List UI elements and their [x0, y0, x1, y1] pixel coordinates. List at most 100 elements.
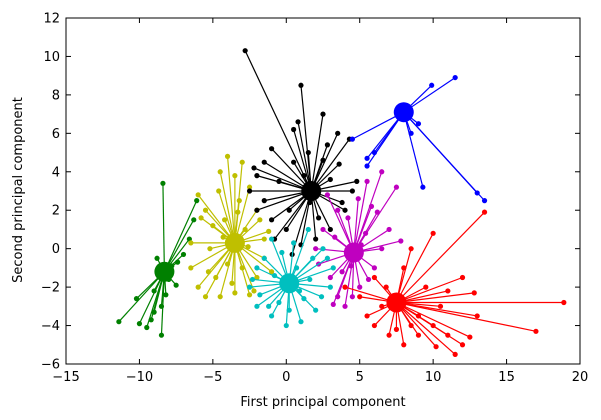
data-point	[357, 284, 363, 290]
cluster-centroid	[224, 232, 245, 253]
data-point	[339, 199, 345, 206]
cluster-link	[396, 292, 475, 304]
data-point	[371, 322, 377, 329]
data-point	[188, 265, 194, 271]
data-point	[254, 207, 260, 213]
data-point	[423, 284, 429, 290]
data-point	[335, 207, 341, 213]
data-point	[474, 313, 480, 319]
data-point	[401, 342, 407, 348]
data-point	[188, 240, 194, 246]
data-point	[379, 303, 385, 309]
data-point	[357, 294, 363, 300]
data-point	[148, 317, 154, 323]
data-point	[327, 284, 333, 290]
y-axis-title: Second principal component	[11, 97, 26, 283]
cluster-link	[403, 77, 456, 113]
data-point	[261, 236, 267, 242]
cluster-link	[297, 121, 312, 192]
data-point	[320, 157, 326, 163]
data-point	[345, 215, 351, 221]
data-point	[342, 207, 348, 213]
data-point	[236, 198, 242, 204]
data-point	[349, 136, 355, 142]
data-point	[251, 288, 257, 294]
data-point	[158, 303, 165, 309]
cluster-centroid	[343, 242, 364, 263]
cluster-centroid	[154, 261, 175, 282]
data-point	[342, 284, 348, 290]
data-point	[198, 215, 204, 221]
x-tick-label: 15	[498, 370, 515, 385]
data-point	[386, 226, 392, 233]
data-point	[415, 313, 422, 319]
data-point	[481, 198, 488, 204]
data-point	[313, 246, 319, 252]
data-point	[348, 263, 354, 269]
data-point	[364, 178, 370, 184]
cluster-link	[244, 50, 312, 192]
data-point	[349, 188, 355, 194]
data-point	[239, 159, 245, 165]
data-point	[433, 344, 439, 350]
data-point	[305, 149, 311, 156]
y-tick-label: 6	[52, 127, 60, 142]
data-point	[471, 290, 477, 296]
data-point	[430, 322, 436, 329]
data-point	[293, 265, 300, 271]
data-point	[202, 294, 209, 300]
data-point	[561, 299, 567, 306]
x-tick-label: 0	[282, 370, 290, 385]
x-tick-label: 5	[356, 370, 364, 385]
data-point	[242, 48, 248, 54]
data-point	[191, 217, 197, 223]
data-point	[342, 303, 348, 309]
cluster-centroid	[279, 273, 300, 294]
data-point	[313, 307, 319, 313]
data-point	[371, 149, 377, 156]
data-point	[210, 223, 216, 229]
cluster-link	[162, 183, 165, 272]
cluster	[242, 48, 360, 258]
data-point	[310, 255, 316, 261]
data-point	[205, 269, 212, 275]
data-point	[415, 121, 422, 127]
data-point	[286, 307, 292, 313]
data-point	[180, 251, 187, 258]
data-point	[383, 284, 389, 290]
data-point	[481, 209, 488, 215]
cluster-link	[219, 171, 236, 244]
data-point	[222, 217, 228, 223]
data-point	[301, 173, 307, 179]
data-point	[217, 169, 223, 175]
x-tick-label: −5	[203, 370, 222, 385]
data-point	[291, 240, 297, 246]
data-point	[154, 255, 160, 261]
data-point	[379, 246, 385, 252]
plot-frame	[65, 17, 581, 365]
data-point	[327, 274, 333, 281]
data-point	[175, 259, 181, 265]
data-point	[298, 82, 304, 88]
y-tick-label: 4	[52, 165, 60, 180]
cluster-centroid	[386, 292, 407, 313]
data-point	[307, 199, 313, 206]
cluster-link	[396, 302, 456, 355]
data-point	[269, 146, 275, 152]
data-point	[173, 282, 179, 288]
data-point	[365, 276, 372, 283]
data-point	[224, 261, 231, 267]
data-point	[320, 246, 326, 252]
data-point	[452, 74, 458, 81]
data-point	[339, 269, 345, 275]
data-point	[437, 303, 444, 309]
data-point	[307, 276, 313, 283]
data-point	[266, 228, 272, 234]
data-point	[202, 207, 209, 213]
data-point	[194, 198, 200, 204]
y-tick-label: 12	[43, 12, 60, 27]
cluster-link	[366, 111, 405, 167]
cluster	[313, 169, 404, 309]
data-point	[327, 176, 333, 183]
